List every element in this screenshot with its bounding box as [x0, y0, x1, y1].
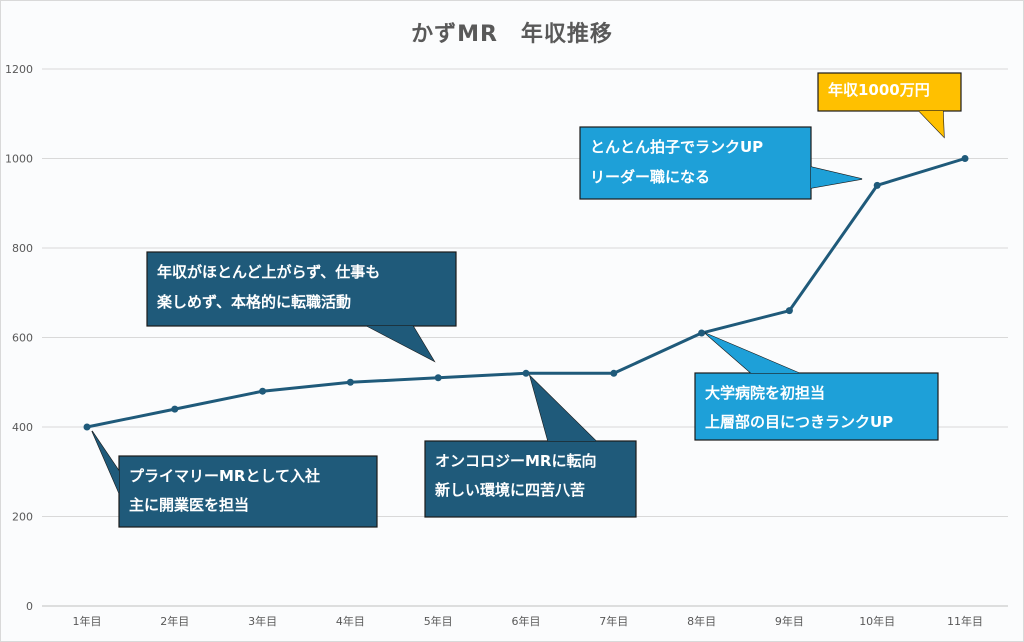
data-point — [698, 329, 706, 337]
x-tick-label: 1年目 — [73, 614, 102, 628]
data-point — [785, 307, 793, 315]
callout-text: 年収1000万円 — [828, 81, 930, 99]
x-tick-label: 8年目 — [687, 614, 716, 628]
x-tick-label: 3年目 — [248, 614, 277, 628]
callout-text: 大学病院を初担当 — [705, 384, 825, 402]
callout-pointer-fill — [811, 167, 862, 188]
data-point — [610, 369, 618, 377]
x-tick-label: 9年目 — [775, 614, 804, 628]
x-tick-label: 5年目 — [424, 614, 453, 628]
data-point — [83, 423, 91, 431]
callout-text: 主に開業医を担当 — [129, 496, 249, 514]
x-tick-label: 11年目 — [947, 614, 983, 628]
callout: 年収1000万円 — [817, 72, 962, 139]
data-point — [171, 405, 179, 413]
y-tick-label: 1200 — [5, 63, 33, 76]
data-point — [259, 387, 267, 395]
callout-text: 新しい環境に四苦八苦 — [435, 481, 585, 499]
callout-pointer-fill — [705, 333, 799, 373]
data-point — [434, 374, 442, 382]
callout-box — [424, 440, 637, 518]
x-tick-label: 10年目 — [859, 614, 895, 628]
x-tick-label: 6年目 — [512, 614, 541, 628]
callout-pointer-fill — [367, 326, 434, 361]
callout-text: リーダー職になる — [590, 168, 710, 186]
y-tick-label: 0 — [26, 600, 33, 613]
callout-text: とんとん拍子でランクUP — [590, 138, 763, 156]
chart-title: かずMR 年収推移 — [411, 22, 613, 47]
callout-box — [579, 126, 812, 200]
data-point — [346, 378, 354, 386]
callout-pointer-fill — [919, 111, 944, 137]
callout-box — [118, 455, 378, 528]
callout-box — [817, 72, 962, 112]
x-tick-label: 4年目 — [336, 614, 365, 628]
y-tick-label: 200 — [12, 511, 33, 524]
y-tick-label: 400 — [12, 421, 33, 434]
callout-box — [694, 372, 939, 441]
data-point — [961, 155, 969, 162]
callout-pointer-fill — [530, 376, 596, 441]
y-tick-label: 1000 — [5, 153, 33, 166]
callout-text: オンコロジーMRに転向 — [435, 452, 596, 470]
callout-text: 上層部の目につきランクUP — [705, 413, 893, 431]
y-tick-label: 800 — [12, 242, 33, 255]
callout-text: プライマリーMRとして入社 — [129, 467, 320, 485]
data-point — [873, 181, 881, 189]
x-tick-label: 7年目 — [599, 614, 628, 628]
callout-pointer-fill — [92, 431, 119, 493]
callout-box — [146, 251, 457, 327]
callout-text: 年収がほとんど上がらず、仕事も — [157, 263, 380, 281]
y-tick-label: 600 — [12, 332, 33, 345]
data-point — [522, 369, 530, 377]
callout: とんとん拍子でランクUP リーダー職になる — [579, 126, 863, 200]
x-tick-label: 2年目 — [160, 614, 189, 628]
callout-text: 楽しめず、本格的に転職活動 — [157, 293, 351, 311]
